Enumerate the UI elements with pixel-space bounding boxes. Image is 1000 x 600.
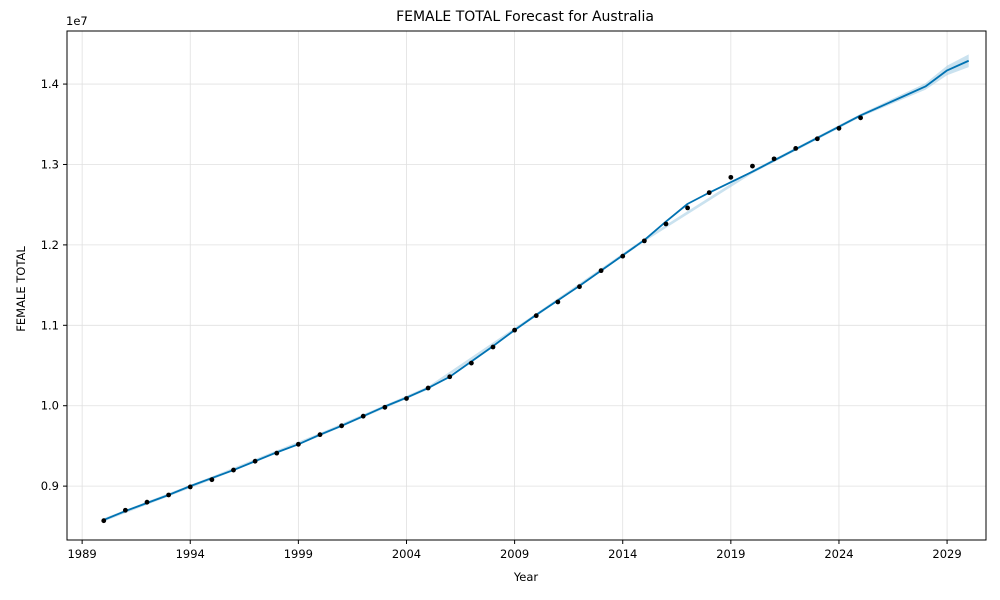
y-tick-label: 1.3 — [41, 157, 59, 171]
observed-point — [274, 450, 280, 456]
y-axis-label: FEMALE TOTAL — [14, 246, 28, 332]
observed-point — [858, 115, 863, 121]
observed-point — [468, 360, 474, 366]
observed-point — [706, 190, 712, 196]
observed-point — [555, 299, 561, 305]
observed-point — [317, 432, 323, 438]
x-tick-label: 2014 — [608, 547, 637, 561]
y-offset-label: 1e7 — [66, 14, 88, 28]
observed-point — [685, 205, 690, 211]
observed-point — [641, 238, 647, 244]
observed-point — [382, 404, 388, 410]
x-tick-label: 2009 — [500, 547, 529, 561]
observed-point — [295, 441, 301, 447]
observed-point — [447, 374, 453, 380]
observed-point — [577, 284, 582, 290]
observed-point — [598, 268, 604, 274]
observed-point — [814, 136, 820, 142]
observed-point — [404, 396, 409, 401]
observed-point — [122, 507, 128, 513]
x-tick-label: 1999 — [284, 547, 313, 561]
x-tick-label: 2029 — [932, 547, 961, 561]
observed-point — [620, 253, 626, 259]
x-tick-label: 1994 — [176, 547, 205, 561]
observed-point — [728, 174, 734, 180]
plot-frame — [66, 30, 987, 541]
observed-point — [231, 467, 236, 473]
y-tick-label: 1.4 — [41, 77, 59, 91]
axis-ticks: 1989 1994 1999 2004 2009 2014 2019 2024 2029 0.9 1… — [41, 77, 962, 561]
observed-point — [533, 313, 539, 319]
observed-point — [512, 327, 518, 333]
y-tick-label: 1.1 — [41, 318, 59, 332]
observed-point — [209, 477, 215, 483]
observed-point — [490, 344, 496, 350]
observed-point — [836, 125, 842, 131]
observed-point — [144, 499, 150, 505]
x-axis-label: Year — [513, 570, 539, 584]
observed-points-layer — [101, 115, 863, 524]
observed-point — [101, 518, 107, 524]
observed-point — [360, 413, 366, 419]
observed-point — [771, 156, 777, 162]
y-tick-label: 0.9 — [41, 479, 59, 493]
observed-point — [187, 484, 193, 490]
observed-point — [425, 385, 431, 391]
observed-point — [750, 163, 755, 169]
chart-title: FEMALE TOTAL Forecast for Australia — [396, 9, 654, 25]
y-tick-label: 1.2 — [41, 238, 59, 252]
observed-point — [166, 492, 172, 498]
y-tick-label: 1.0 — [41, 399, 59, 413]
grid — [67, 31, 986, 540]
observed-point — [663, 221, 669, 227]
x-tick-label: 2019 — [716, 547, 745, 561]
observed-point — [793, 145, 799, 151]
x-tick-label: 2024 — [824, 547, 853, 561]
x-tick-label: 2004 — [392, 547, 421, 561]
observed-point — [339, 423, 345, 429]
observed-point — [252, 458, 258, 464]
x-tick-label: 1989 — [67, 547, 96, 561]
